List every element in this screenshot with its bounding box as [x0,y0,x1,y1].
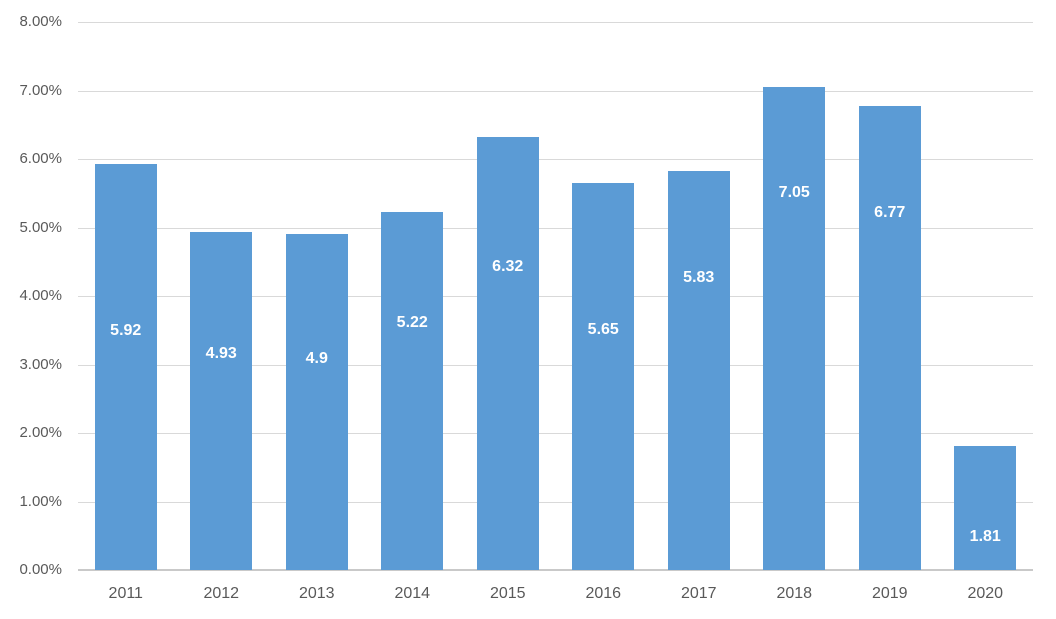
x-axis-category-label: 2015 [489,585,526,602]
bar-data-label: 7.05 [778,184,810,202]
bar-2012: 4.93 [190,232,253,570]
bar-2019: 6.77 [858,106,921,570]
bar-data-label: 5.83 [683,269,715,287]
x-axis-category-label: 2011 [108,585,143,602]
y-axis-tick-label: 3.00% [19,355,62,373]
bar-data-label: 1.81 [969,527,1001,545]
x-axis-category-label: 2018 [776,585,813,602]
y-axis-tick-label: 4.00% [19,287,62,304]
bar-2018: 7.05 [763,87,826,570]
bar-data-label: 4.9 [305,349,328,367]
bar-data-label: 5.92 [110,321,142,339]
bar-2015: 6.32 [476,137,539,570]
x-axis-line [78,569,1033,571]
bar-2016: 5.65 [572,182,635,570]
x-axis-category-label: 2017 [680,585,717,602]
gridline [78,22,1033,23]
gridline [78,364,1033,366]
bar-2017: 5.83 [667,170,730,570]
gridline [78,227,1033,229]
y-axis-tick-label: 5.00% [19,218,62,236]
gridline [78,296,1033,297]
gridline [78,90,1033,92]
x-axis-category-label: 2013 [298,585,335,602]
x-axis-category-label: 2020 [967,585,1004,602]
bar-data-label: 6.32 [492,257,524,275]
gridline [78,501,1033,503]
bar-2013: 4.9 [285,234,348,570]
bar-data-label: 5.65 [587,321,619,339]
bar-data-label: 5.22 [396,314,428,332]
y-axis-tick-label: 8.00% [19,13,62,30]
gridline [78,433,1033,434]
x-axis-category-label: 2019 [871,585,908,602]
bar-2020: 1.81 [954,446,1017,570]
y-axis-tick-label: 7.00% [19,81,62,99]
x-axis-category-label: 2012 [203,585,240,602]
bar-data-label: 4.93 [205,344,237,362]
y-axis-tick-label: 6.00% [19,150,62,167]
x-axis-category-label: 2016 [585,585,622,602]
bar-2011: 5.92 [94,164,157,570]
y-axis-tick-label: 1.00% [19,492,62,510]
y-axis-tick-label: 0.00% [19,561,62,578]
x-axis-category-label: 2014 [394,585,431,602]
y-axis-tick-label: 2.00% [19,424,62,441]
bar-data-label: 6.77 [874,203,906,221]
bar-2014: 5.22 [381,212,444,570]
gridline [78,159,1033,160]
